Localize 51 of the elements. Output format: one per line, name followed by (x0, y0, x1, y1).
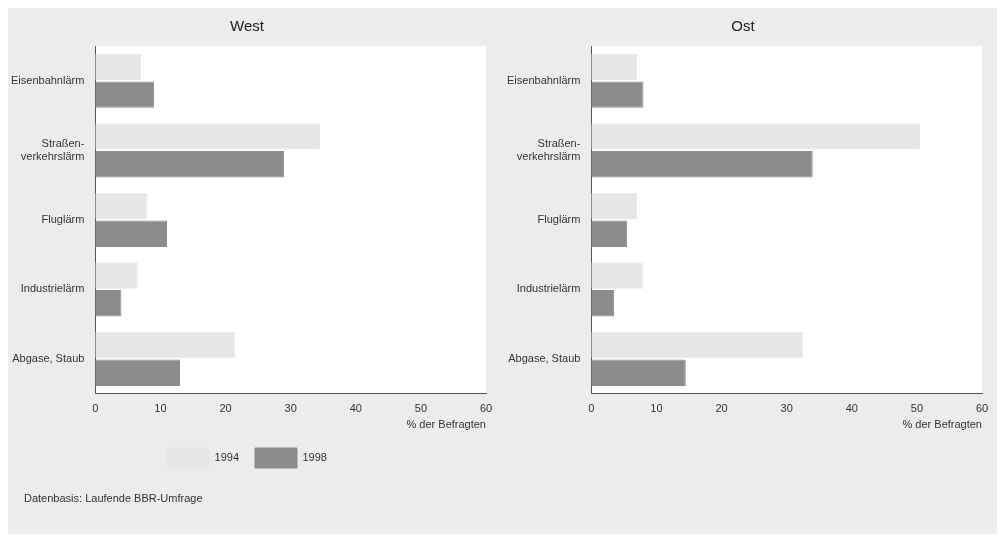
y-tick-label: Industrielärm (516, 282, 581, 295)
bar (95, 53, 141, 81)
bar (591, 150, 813, 178)
bar (591, 123, 921, 150)
x-tick-label: 40 (349, 402, 362, 415)
x-tick-label: 50 (910, 402, 924, 415)
y-tick-label: Eisenbahnlärm (507, 73, 581, 86)
x-tick-label: 40 (845, 402, 858, 415)
x-tick-label: 60 (479, 402, 493, 415)
x-tick-label: 20 (219, 402, 232, 415)
bar (591, 331, 803, 359)
x-tick-label: 10 (154, 402, 167, 415)
bar (95, 220, 167, 247)
bar (95, 331, 236, 359)
bar (95, 123, 320, 150)
x-axis-title: % der Befragten (406, 418, 486, 431)
bar (95, 290, 122, 317)
y-tick-label: Fluglärm (41, 212, 85, 225)
bar (95, 150, 285, 178)
x-tick-label: 30 (284, 402, 297, 415)
x-tick-label: 10 (650, 402, 663, 415)
bar (591, 359, 686, 386)
chart-title: West (230, 17, 265, 35)
x-tick-label: 20 (715, 402, 728, 415)
bar (95, 262, 138, 289)
x-tick-label: 30 (780, 402, 793, 415)
x-axis-title: % der Befragten (902, 418, 982, 431)
bar (95, 192, 148, 220)
bar (591, 290, 615, 317)
chart-title: Ost (731, 17, 756, 35)
y-tick-label: Industrielärm (20, 282, 85, 295)
y-tick-label: Abgase, Staub (12, 351, 85, 364)
bar (591, 53, 637, 81)
x-tick-label: 60 (975, 402, 989, 415)
bar (591, 262, 644, 289)
y-tick-label: Abgase, Staub (508, 351, 581, 364)
legend-label: 1998 (302, 451, 327, 464)
y-tick-label: Straßen- verkehrslärm (516, 136, 581, 162)
bar (591, 81, 644, 108)
bar (591, 192, 637, 220)
y-tick-label: Fluglärm (537, 212, 581, 225)
x-tick-label: 0 (92, 402, 99, 415)
y-tick-label: Eisenbahnlärm (11, 73, 85, 86)
x-tick-label: 0 (588, 402, 595, 415)
y-tick-label: Straßen- verkehrslärm (20, 136, 85, 162)
bar (95, 81, 154, 108)
text: Datenbasis: Laufende BBR-Umfrage (23, 491, 204, 504)
legend-label: 1994 (214, 451, 240, 464)
bar (95, 359, 181, 386)
x-tick-label: 50 (414, 402, 428, 415)
bar (591, 220, 628, 247)
